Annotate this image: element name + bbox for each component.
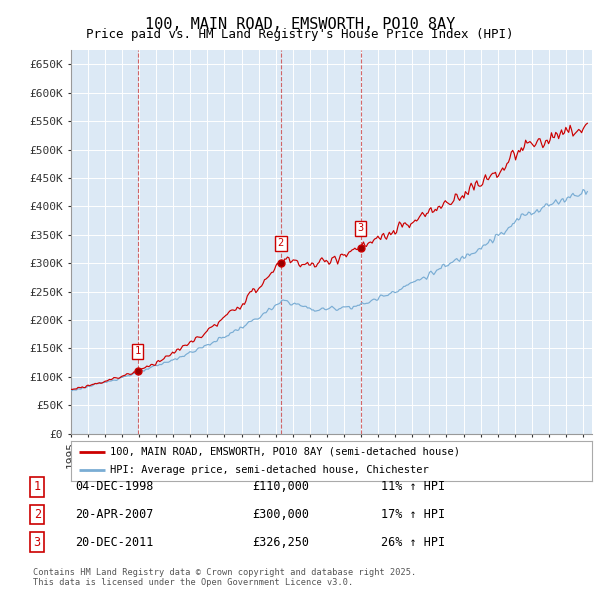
Text: 100, MAIN ROAD, EMSWORTH, PO10 8AY (semi-detached house): 100, MAIN ROAD, EMSWORTH, PO10 8AY (semi…: [110, 447, 460, 457]
Text: 1: 1: [134, 346, 141, 356]
Text: 2: 2: [278, 238, 284, 248]
Text: HPI: Average price, semi-detached house, Chichester: HPI: Average price, semi-detached house,…: [110, 465, 428, 475]
Text: 26% ↑ HPI: 26% ↑ HPI: [381, 536, 445, 549]
Text: 3: 3: [34, 536, 41, 549]
Text: 20-DEC-2011: 20-DEC-2011: [75, 536, 154, 549]
Text: £326,250: £326,250: [252, 536, 309, 549]
Text: 11% ↑ HPI: 11% ↑ HPI: [381, 480, 445, 493]
Text: 17% ↑ HPI: 17% ↑ HPI: [381, 508, 445, 521]
Text: 2: 2: [34, 508, 41, 521]
Text: Price paid vs. HM Land Registry's House Price Index (HPI): Price paid vs. HM Land Registry's House …: [86, 28, 514, 41]
Text: Contains HM Land Registry data © Crown copyright and database right 2025.
This d: Contains HM Land Registry data © Crown c…: [33, 568, 416, 587]
Text: 1: 1: [34, 480, 41, 493]
Text: 3: 3: [358, 224, 364, 234]
Text: £300,000: £300,000: [252, 508, 309, 521]
Text: £110,000: £110,000: [252, 480, 309, 493]
Text: 20-APR-2007: 20-APR-2007: [75, 508, 154, 521]
Text: 04-DEC-1998: 04-DEC-1998: [75, 480, 154, 493]
Text: 100, MAIN ROAD, EMSWORTH, PO10 8AY: 100, MAIN ROAD, EMSWORTH, PO10 8AY: [145, 17, 455, 31]
